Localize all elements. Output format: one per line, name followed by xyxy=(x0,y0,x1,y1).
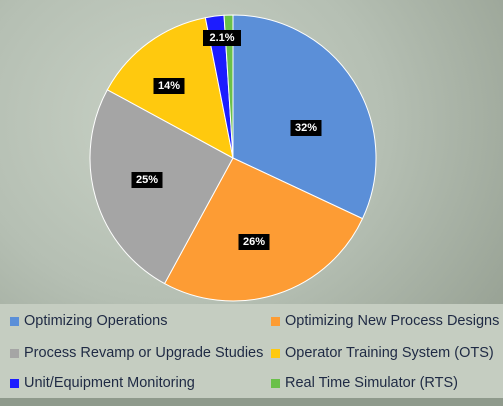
data-label-1: 26% xyxy=(238,234,270,250)
svg-text:32%: 32% xyxy=(295,122,317,134)
legend-swatch xyxy=(10,316,19,326)
pie-slice-0 xyxy=(232,14,377,220)
legend-label: Optimizing Operations xyxy=(24,313,168,329)
svg-text:14%: 14% xyxy=(158,80,180,92)
bottom-strip xyxy=(0,398,503,406)
legend-item-optimizing-new-process-designs: Optimizing New Process Designs xyxy=(271,313,499,329)
legend-item-operator-training-system: Operator Training System (OTS) xyxy=(271,345,494,361)
pie-slice-5 xyxy=(223,14,234,159)
legend-item-unit-equipment-monitoring: Unit/Equipment Monitoring xyxy=(10,375,195,391)
legend-label: Operator Training System (OTS) xyxy=(285,345,494,361)
legend-swatch xyxy=(10,378,19,388)
svg-text:26%: 26% xyxy=(243,236,265,248)
legend: Optimizing Operations Optimizing New Pro… xyxy=(0,304,503,398)
legend-label: Unit/Equipment Monitoring xyxy=(24,375,195,391)
pie-chart: 32% 26% 25% 14% 2.1% xyxy=(89,14,377,302)
svg-text:2.1%: 2.1% xyxy=(209,32,234,44)
legend-label: Real Time Simulator (RTS) xyxy=(285,375,458,391)
legend-swatch xyxy=(10,348,19,358)
svg-text:25%: 25% xyxy=(136,174,158,186)
data-label-3: 14% xyxy=(153,78,185,94)
legend-swatch xyxy=(271,378,280,388)
legend-label: Process Revamp or Upgrade Studies xyxy=(24,345,264,361)
legend-item-real-time-simulator: Real Time Simulator (RTS) xyxy=(271,375,458,391)
legend-label: Optimizing New Process Designs xyxy=(285,313,500,329)
data-label-0: 32% xyxy=(290,120,322,136)
data-label-4: 2.1% xyxy=(203,30,241,46)
legend-item-optimizing-operations: Optimizing Operations xyxy=(10,313,167,329)
data-label-2: 25% xyxy=(131,172,163,188)
legend-swatch xyxy=(271,316,280,326)
legend-item-process-revamp: Process Revamp or Upgrade Studies xyxy=(10,345,263,361)
legend-swatch xyxy=(271,348,280,358)
